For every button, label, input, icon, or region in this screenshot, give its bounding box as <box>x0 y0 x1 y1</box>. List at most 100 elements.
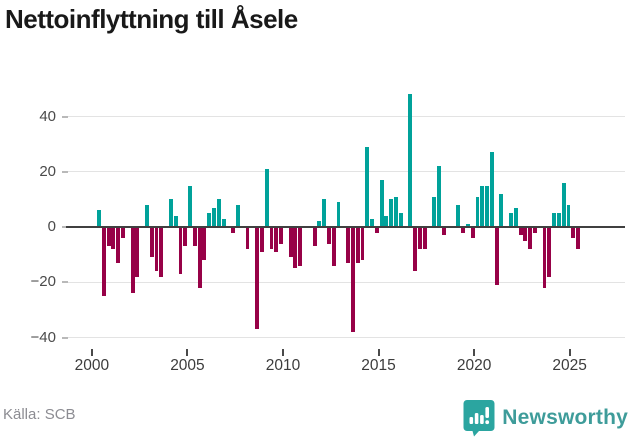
bar <box>528 227 533 250</box>
bar <box>350 227 355 332</box>
bar <box>509 213 513 227</box>
bar <box>456 204 461 227</box>
bar <box>255 227 260 330</box>
y-axis-tick <box>62 170 68 173</box>
bar <box>312 227 317 247</box>
bar <box>556 213 561 227</box>
bar <box>518 227 523 236</box>
bar <box>489 152 494 227</box>
bar <box>121 227 125 239</box>
bar-chart-speech-bubble-icon <box>463 399 495 437</box>
y-axis-label: −20 <box>30 273 56 291</box>
bar <box>461 227 466 233</box>
source-caption: Källa: SCB <box>3 406 76 423</box>
bar <box>441 227 446 236</box>
bar <box>365 146 370 227</box>
bar <box>413 227 418 272</box>
bar <box>183 227 188 247</box>
bar <box>298 227 303 266</box>
bar <box>192 227 197 247</box>
x-axis-label: 2025 <box>552 357 587 374</box>
bar <box>346 227 351 263</box>
y-axis-tick <box>62 336 68 339</box>
bar <box>264 168 269 227</box>
x-axis-label: 2005 <box>170 357 205 374</box>
bar <box>513 207 518 227</box>
bar <box>494 227 499 285</box>
bar <box>288 227 293 258</box>
bar <box>274 227 279 252</box>
x-axis-tick <box>186 349 189 356</box>
y-axis-tick <box>62 115 68 118</box>
bar <box>231 227 236 233</box>
bar <box>106 227 111 247</box>
bar <box>465 224 470 227</box>
bar <box>389 199 394 227</box>
bar <box>269 227 274 250</box>
bar <box>571 227 576 239</box>
bar <box>212 207 216 227</box>
bar <box>293 227 298 269</box>
y-axis-label: 40 <box>39 107 56 125</box>
bar <box>394 196 398 227</box>
bar <box>422 227 427 250</box>
bar <box>327 227 331 244</box>
bar <box>216 199 221 227</box>
bar <box>188 185 192 227</box>
bar <box>384 215 389 227</box>
bar <box>566 204 571 227</box>
bar <box>245 227 250 250</box>
bar <box>542 227 547 288</box>
x-axis-tick <box>377 349 380 356</box>
bar <box>437 166 442 227</box>
bar <box>532 227 537 233</box>
x-axis-tick <box>473 349 476 356</box>
brand-name: Newsworthy <box>502 406 628 429</box>
x-axis-tick <box>282 349 284 356</box>
gridline-y-40 <box>68 337 625 338</box>
y-axis-tick <box>62 226 68 228</box>
bar <box>236 204 240 227</box>
bar <box>197 227 202 288</box>
bar <box>370 218 374 227</box>
bar <box>379 180 384 227</box>
y-axis-label: −40 <box>30 328 56 346</box>
bar <box>480 185 485 227</box>
bar <box>374 227 379 233</box>
bar <box>154 227 159 272</box>
bar <box>418 227 422 250</box>
bar <box>111 227 116 250</box>
bar <box>207 213 212 227</box>
gridline-y20 <box>68 171 625 173</box>
bar <box>144 204 149 227</box>
y-axis-label: 0 <box>47 218 56 235</box>
bar <box>499 193 504 227</box>
bar <box>331 227 336 266</box>
bar <box>101 227 106 297</box>
x-axis-label: 2000 <box>74 357 110 374</box>
bar <box>336 202 341 227</box>
bar <box>523 227 528 241</box>
x-axis-tick <box>90 349 93 356</box>
x-axis-zero-line <box>66 226 625 228</box>
bar <box>398 213 403 227</box>
bar <box>485 185 489 227</box>
bar <box>221 218 226 227</box>
bar <box>116 227 121 263</box>
bar <box>432 196 437 227</box>
bar <box>408 94 413 227</box>
x-axis-label: 2020 <box>456 357 492 374</box>
bar <box>159 227 164 277</box>
chart-title: Nettoinflyttning till Åsele <box>5 4 298 34</box>
brand-lockup: Newsworthy <box>463 399 628 437</box>
bar <box>470 227 475 239</box>
bar <box>135 227 140 277</box>
bar <box>322 199 327 227</box>
bar <box>130 227 135 294</box>
bar <box>475 196 480 227</box>
bar <box>561 182 566 227</box>
y-axis-tick <box>62 281 68 284</box>
y-axis-label: 20 <box>39 162 56 180</box>
bar <box>178 227 183 274</box>
bar <box>259 227 264 252</box>
